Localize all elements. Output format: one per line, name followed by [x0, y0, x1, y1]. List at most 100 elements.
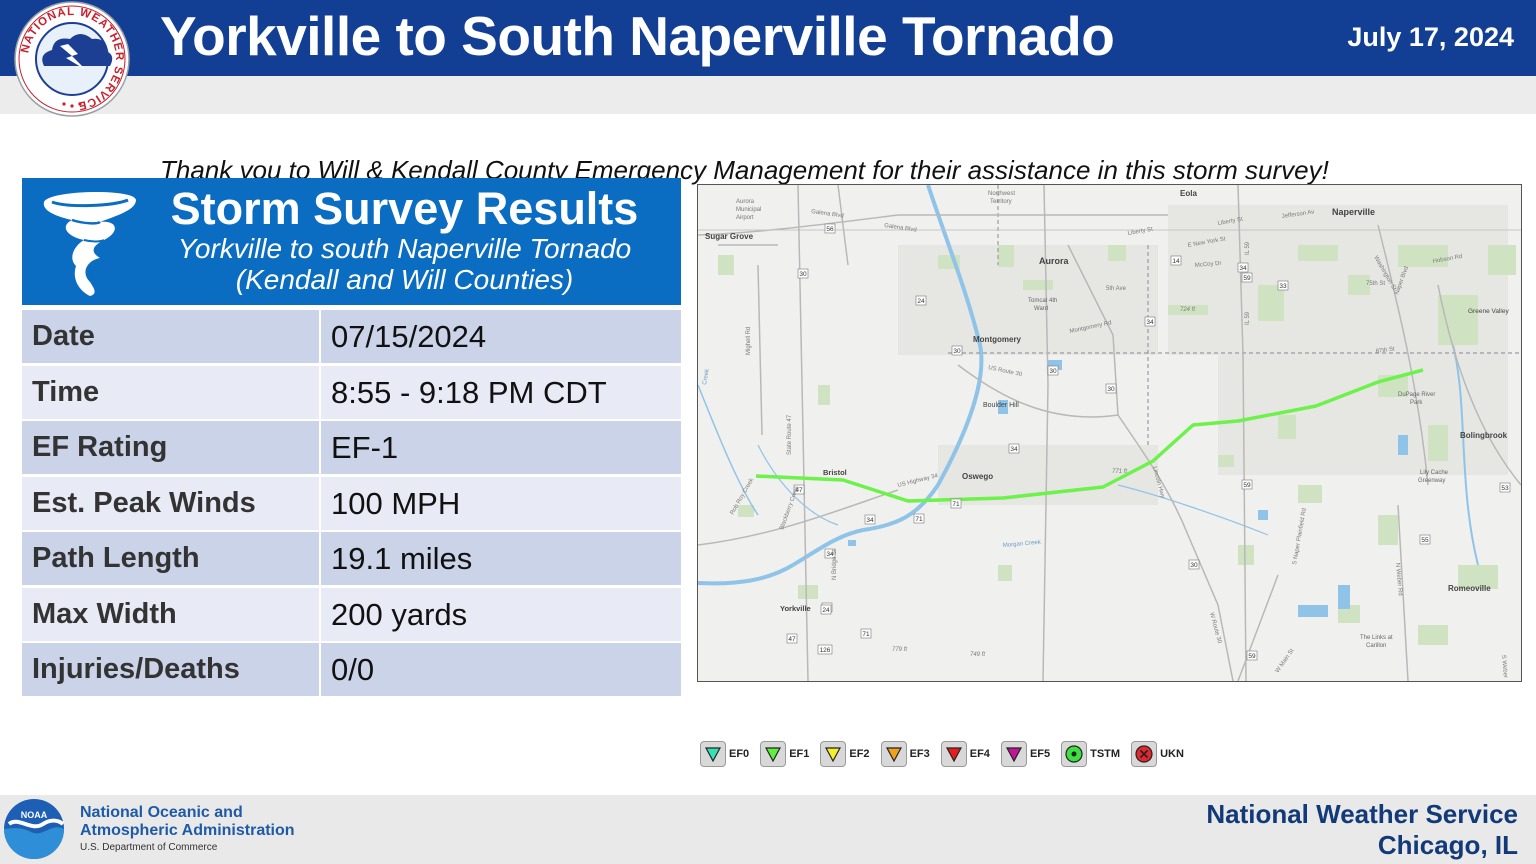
- noaa-name-line2: Atmospheric Administration: [80, 822, 295, 839]
- row-value: 07/15/2024: [321, 310, 681, 363]
- svg-text:30: 30: [1190, 562, 1198, 569]
- svg-text:30: 30: [799, 271, 807, 278]
- map-label: Lily Cache: [1420, 470, 1449, 476]
- legend-item-ef3: EF3: [880, 741, 937, 767]
- panel-subtitle-line2: (Kendall and Will Counties): [235, 264, 574, 295]
- map-label: Northwest: [988, 191, 1015, 197]
- tornado-track-line: [755, 368, 1424, 503]
- svg-text:34: 34: [1146, 319, 1154, 326]
- table-row-injuries-deaths: Injuries/Deaths 0/0: [22, 643, 681, 696]
- svg-text:71: 71: [952, 501, 960, 508]
- nws-office: National Weather Service Chicago, IL: [1206, 799, 1518, 861]
- route-shield: 30: [797, 268, 809, 279]
- route-shield: 59: [1246, 650, 1258, 661]
- rating-legend: EF0 EF1 EF2 EF3 EF4 EF5 TSTM: [700, 741, 1195, 767]
- map-label: 5th Ave: [1106, 286, 1127, 292]
- x-circle-icon: [1131, 741, 1158, 767]
- map-label: Bristol: [823, 468, 847, 477]
- map-label: 75th St: [1366, 281, 1385, 287]
- panel-subtitle: Yorkville to south Naperville Tornado (K…: [142, 233, 667, 295]
- map-label: Municipal: [736, 207, 761, 213]
- map-label: Romeoville: [1448, 584, 1491, 593]
- map-label: 771 ft: [1112, 469, 1127, 475]
- noaa-logo: NOAA: [4, 799, 65, 859]
- svg-text:59: 59: [1243, 482, 1251, 489]
- table-row-peak-winds: Est. Peak Winds 100 MPH: [22, 476, 681, 530]
- route-shield: 71: [860, 628, 872, 639]
- svg-text:34: 34: [1239, 265, 1247, 272]
- map-label: Montgomery: [973, 335, 1022, 344]
- svg-text:33: 33: [1279, 283, 1287, 290]
- route-shield: 30: [1047, 365, 1059, 376]
- map-label: 749 ft: [970, 652, 985, 658]
- subheader-bar: Thank you to Will & Kendall County Emerg…: [0, 76, 1536, 185]
- legend-item-ef2: EF2: [820, 741, 876, 767]
- map-label: 87th St: [1375, 346, 1395, 355]
- svg-text:56: 56: [826, 226, 834, 233]
- row-label: Path Length: [22, 532, 319, 585]
- triangle-down-icon: [940, 741, 967, 767]
- legend-label: EF3: [909, 748, 930, 760]
- route-shield: 47: [793, 484, 805, 495]
- svg-text:55: 55: [1421, 537, 1429, 544]
- svg-text:71: 71: [862, 631, 870, 638]
- route-shield: 30: [1105, 383, 1117, 394]
- map-label: Eola: [1180, 189, 1197, 198]
- map-label: Greenway: [1418, 478, 1445, 484]
- row-label: Time: [22, 365, 319, 419]
- legend-label: UKN: [1160, 748, 1184, 760]
- route-shield: 24: [915, 295, 927, 306]
- survey-panel: Storm Survey Results Yorkville to south …: [22, 178, 681, 696]
- panel-title: Storm Survey Results: [170, 183, 639, 234]
- map-label: Ward: [1034, 306, 1048, 312]
- route-shield: 34: [1008, 443, 1020, 454]
- county-lines: [948, 185, 1521, 445]
- map-label: Greene Valley: [1468, 308, 1509, 315]
- route-shield: 34: [864, 514, 876, 525]
- dot-circle-icon: [1061, 741, 1088, 767]
- route-shield: 30: [951, 345, 963, 356]
- lakes: [848, 360, 1408, 617]
- legend-label: EF2: [849, 748, 870, 760]
- map-label: N Bridge St: [832, 549, 838, 580]
- route-shield: 47: [786, 633, 798, 644]
- map-label: Sugar Grove: [705, 232, 754, 241]
- route-shield: 126: [817, 644, 833, 655]
- roads: [698, 185, 1521, 681]
- route-shield: 56: [824, 223, 836, 234]
- route-shield: 24: [820, 604, 832, 615]
- map-label: Carillon: [1366, 643, 1386, 649]
- triangle-down-icon: [880, 741, 907, 767]
- map-label: Bolingbrook: [1460, 431, 1508, 440]
- route-shield: 59: [1241, 272, 1253, 283]
- nws-office-line2: Chicago, IL: [1377, 830, 1518, 860]
- panel-header: Storm Survey Results Yorkville to south …: [22, 178, 681, 305]
- map-label: Morgan Creek: [1003, 540, 1042, 549]
- svg-text:24: 24: [917, 298, 925, 305]
- route-shield: 14: [1170, 255, 1182, 266]
- survey-table: Date 07/15/2024 Time 8:55 - 9:18 PM CDT …: [22, 310, 681, 699]
- triangle-down-icon: [700, 741, 726, 767]
- svg-text:59: 59: [1243, 275, 1251, 282]
- svg-text:59: 59: [1248, 653, 1256, 660]
- legend-item-ef4: EF4: [940, 741, 997, 767]
- map-label: Airport: [736, 215, 754, 221]
- map-label: State Route 47: [787, 414, 793, 455]
- map-label: N Weber Rd: [1394, 563, 1403, 596]
- svg-text:34: 34: [866, 517, 874, 524]
- svg-text:34: 34: [826, 551, 834, 558]
- map-label: Aurora: [736, 199, 755, 205]
- map-label: Tomcat 4th: [1028, 298, 1057, 304]
- header-bar: Yorkville to South Naperville Tornado Ju…: [0, 0, 1536, 76]
- nws-office-line1: National Weather Service: [1206, 799, 1518, 829]
- tornado-track-map[interactable]: 56 30 24 14 34 33 34 30 30 30 34 47 34 7…: [697, 184, 1522, 682]
- row-label: Date: [22, 310, 319, 363]
- triangle-down-icon: [1000, 741, 1027, 767]
- svg-text:30: 30: [953, 348, 961, 355]
- map-label: Hobson Rd: [1432, 254, 1463, 265]
- map-label: Boulder Hill: [983, 402, 1019, 409]
- route-shield: 33: [1277, 280, 1289, 291]
- map-label: Park: [1410, 400, 1423, 406]
- row-value: EF-1: [321, 421, 681, 474]
- route-shield: 34: [1144, 316, 1156, 327]
